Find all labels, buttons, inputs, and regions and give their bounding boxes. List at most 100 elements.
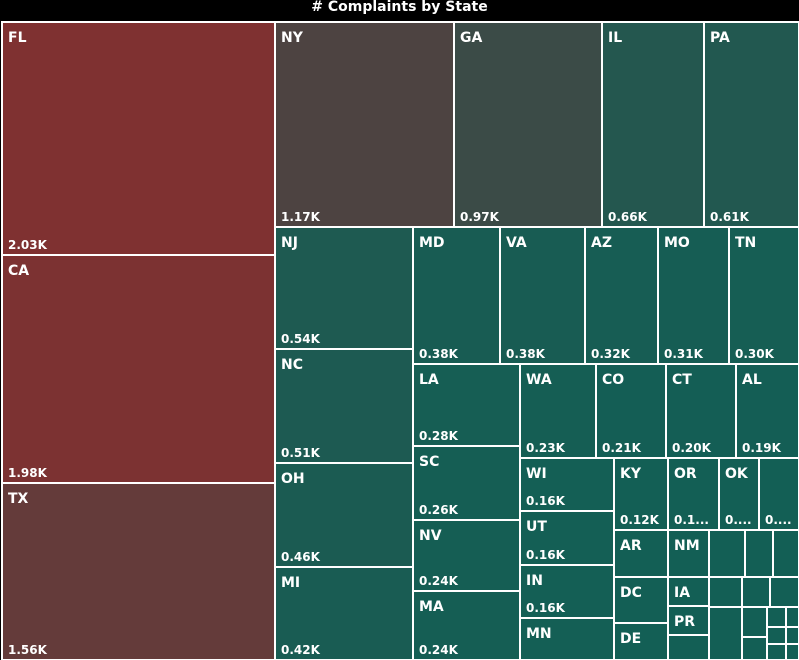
- treemap-cell-sc[interactable]: SC 0.26K: [412, 445, 521, 521]
- treemap-rect: [499, 226, 586, 365]
- treemap-cell-az[interactable]: AZ 0.32K: [584, 226, 659, 365]
- treemap-cell-ct[interactable]: CT 0.20K: [665, 363, 737, 459]
- treemap-cell-nc[interactable]: NC 0.51K: [274, 348, 414, 464]
- treemap-cell-small-10[interactable]: [766, 626, 787, 645]
- value-label: 0.19K: [742, 441, 782, 455]
- treemap-rect: [703, 21, 799, 228]
- treemap-rect: [519, 363, 597, 459]
- value-label: 0.28K: [419, 429, 459, 443]
- value-label: 0.51K: [281, 446, 321, 460]
- value-label: 0.46K: [281, 550, 321, 564]
- treemap-cell-small-7[interactable]: [741, 606, 768, 638]
- treemap-cell-tx[interactable]: TX 1.56K: [1, 482, 276, 660]
- treemap-cell-small-6[interactable]: [708, 606, 743, 660]
- value-label: 1.56K: [8, 643, 48, 657]
- state-label: NM: [674, 538, 700, 554]
- treemap-cell-unlabeled-31[interactable]: 0....: [758, 457, 799, 531]
- treemap-cell-ma[interactable]: MA 0.24K: [412, 590, 521, 660]
- treemap-cell-small-5[interactable]: [769, 576, 799, 608]
- state-label: TX: [8, 491, 29, 507]
- value-label: 1.17K: [281, 210, 321, 224]
- treemap-rect: [1, 254, 276, 484]
- treemap-cell-small-12[interactable]: [741, 636, 768, 660]
- treemap-rect: [613, 576, 669, 624]
- treemap-cell-ia[interactable]: IA: [667, 576, 710, 607]
- treemap-cell-oh[interactable]: OH 0.46K: [274, 462, 414, 568]
- treemap-cell-small-4[interactable]: [741, 576, 771, 608]
- treemap-cell-dc[interactable]: DC: [613, 576, 669, 624]
- state-label: SC: [419, 454, 439, 470]
- treemap-cell-mn[interactable]: MN: [519, 617, 615, 660]
- treemap-cell-small-11[interactable]: [785, 626, 799, 645]
- treemap-cell-small-2[interactable]: [772, 529, 799, 578]
- treemap-rect: [519, 564, 615, 619]
- treemap-cell-fl[interactable]: FL 2.03K: [1, 21, 276, 256]
- treemap-cell-small-3[interactable]: [708, 576, 743, 608]
- treemap-cell-ca[interactable]: CA 1.98K: [1, 254, 276, 484]
- treemap-cell-in[interactable]: IN 0.16K: [519, 564, 615, 619]
- treemap-cell-pa[interactable]: PA 0.61K: [703, 21, 799, 228]
- value-label: 0.21K: [602, 441, 642, 455]
- treemap-cell-de[interactable]: DE: [613, 622, 669, 660]
- state-label: IN: [526, 573, 543, 589]
- treemap-rect: [519, 510, 615, 566]
- chart-title: # Complaints by State: [311, 0, 488, 15]
- treemap-rect: [758, 457, 799, 531]
- state-label: IA: [674, 585, 690, 601]
- treemap-cell-il[interactable]: IL 0.66K: [601, 21, 705, 228]
- value-label: 0.54K: [281, 332, 321, 346]
- state-label: MN: [526, 626, 552, 642]
- treemap-cell-va[interactable]: VA 0.38K: [499, 226, 586, 365]
- treemap-cell-nm[interactable]: NM: [667, 529, 710, 578]
- treemap-cell-mo[interactable]: MO 0.31K: [657, 226, 730, 365]
- treemap-cell-nj[interactable]: NJ 0.54K: [274, 226, 414, 350]
- treemap-rect: [601, 21, 705, 228]
- treemap-cell-small-0[interactable]: [708, 529, 746, 578]
- treemap-cell-small-15[interactable]: [667, 634, 710, 660]
- treemap-cell-small-1[interactable]: [744, 529, 774, 578]
- state-label: MO: [664, 235, 690, 251]
- value-label: 0....: [725, 513, 752, 527]
- treemap-cell-wa[interactable]: WA 0.23K: [519, 363, 597, 459]
- value-label: 0....: [765, 513, 792, 527]
- treemap-rect: [412, 363, 521, 447]
- treemap-cell-md[interactable]: MD 0.38K: [412, 226, 501, 365]
- treemap-cell-al[interactable]: AL 0.19K: [735, 363, 799, 459]
- value-label: 0.16K: [526, 548, 566, 562]
- treemap-cell-wi[interactable]: WI 0.16K: [519, 457, 615, 512]
- treemap-cell-pr[interactable]: PR: [667, 605, 710, 636]
- state-label: CO: [602, 372, 624, 388]
- treemap-cell-ar[interactable]: AR: [613, 529, 669, 578]
- value-label: 0.23K: [526, 441, 566, 455]
- treemap-cell-small-9[interactable]: [785, 606, 799, 628]
- treemap-cell-ky[interactable]: KY 0.12K: [613, 457, 669, 531]
- treemap-cell-la[interactable]: LA 0.28K: [412, 363, 521, 447]
- treemap-cell-ok[interactable]: OK 0....: [718, 457, 760, 531]
- treemap-rect: [412, 590, 521, 660]
- treemap-cell-small-8[interactable]: [766, 606, 787, 628]
- treemap-cell-ny[interactable]: NY 1.17K: [274, 21, 455, 228]
- treemap-cell-ga[interactable]: GA 0.97K: [453, 21, 603, 228]
- treemap-cell-small-13[interactable]: [766, 643, 787, 660]
- value-label: 0.1...: [674, 513, 709, 527]
- treemap-rect: [453, 21, 603, 228]
- state-label: FL: [8, 30, 27, 46]
- treemap-cell-co[interactable]: CO 0.21K: [595, 363, 667, 459]
- treemap-rect: [274, 21, 455, 228]
- treemap-rect: [728, 226, 799, 365]
- treemap-cell-tn[interactable]: TN 0.30K: [728, 226, 799, 365]
- treemap-cell-or[interactable]: OR 0.1...: [667, 457, 720, 531]
- treemap-cell-ut[interactable]: UT 0.16K: [519, 510, 615, 566]
- state-label: AR: [620, 538, 642, 554]
- state-label: KY: [620, 466, 642, 482]
- treemap-rect: [667, 457, 720, 531]
- treemap-rect: [1, 482, 276, 660]
- treemap-cell-mi[interactable]: MI 0.42K: [274, 566, 414, 660]
- treemap-cell-nv[interactable]: NV 0.24K: [412, 519, 521, 592]
- value-label: 0.16K: [526, 601, 566, 615]
- treemap-cell-small-14[interactable]: [785, 643, 799, 660]
- state-label: IL: [608, 30, 622, 46]
- value-label: 0.97K: [460, 210, 500, 224]
- state-label: TN: [735, 235, 756, 251]
